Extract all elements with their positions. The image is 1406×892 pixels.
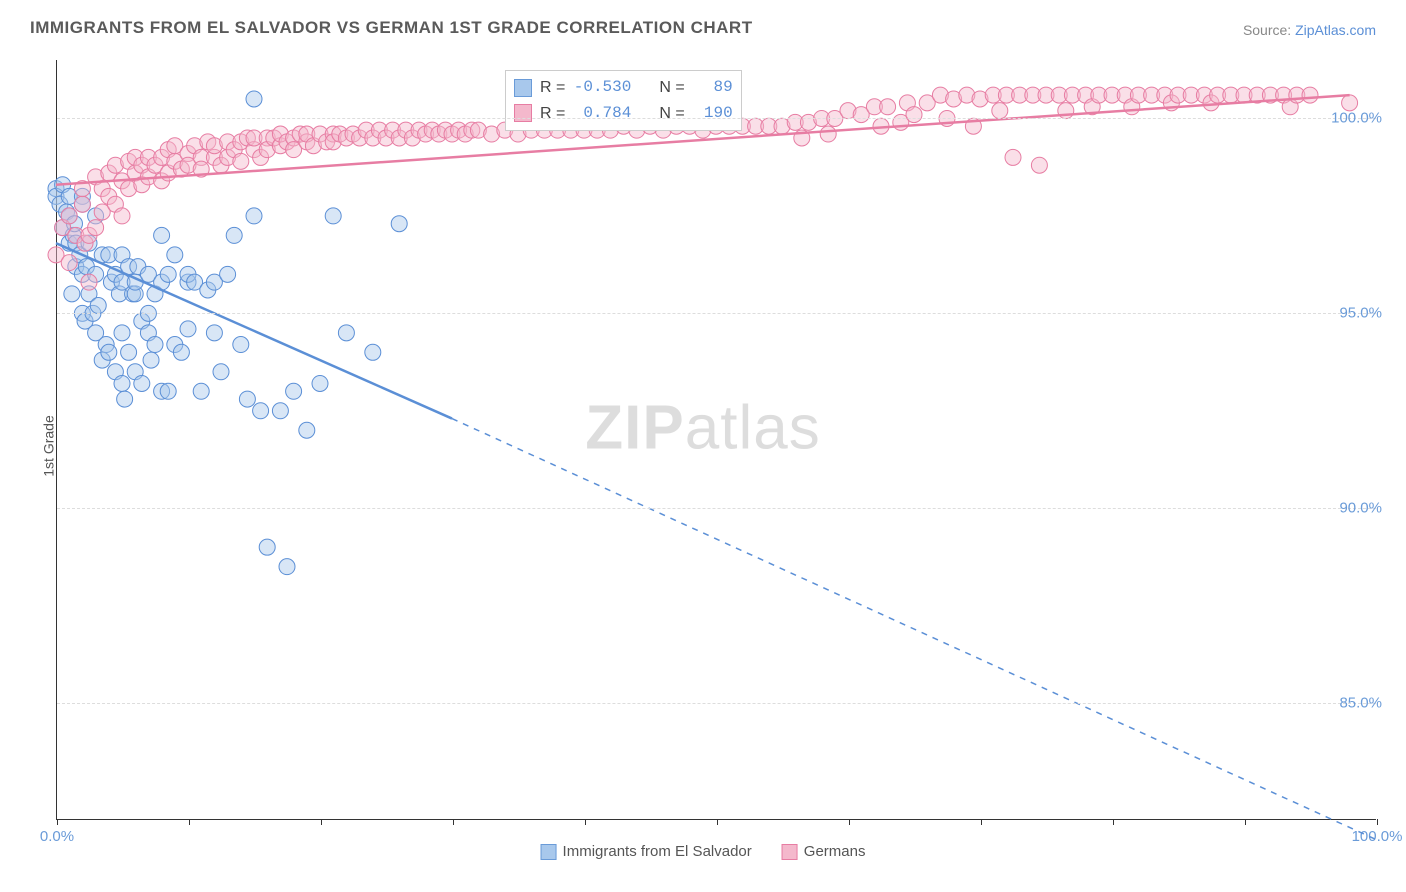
source-link[interactable]: ZipAtlas.com (1295, 22, 1376, 38)
legend-stat-row: R = 0.784 N = 190 (514, 101, 733, 127)
r-value: 0.784 (573, 101, 631, 127)
data-point (167, 247, 183, 263)
data-point (61, 255, 77, 271)
data-point (253, 403, 269, 419)
data-point (114, 208, 130, 224)
data-point (279, 559, 295, 575)
data-point (213, 364, 229, 380)
data-point (134, 375, 150, 391)
data-point (61, 208, 77, 224)
data-point (325, 208, 341, 224)
data-point (246, 208, 262, 224)
data-point (64, 286, 80, 302)
data-point (220, 266, 236, 282)
data-point (338, 325, 354, 341)
y-tick-label: 90.0% (1339, 500, 1382, 517)
y-axis-label: 1st Grade (41, 415, 57, 476)
y-tick-label: 85.0% (1339, 695, 1382, 712)
source-label: Source: (1243, 22, 1295, 38)
gridline-h (57, 508, 1376, 509)
source-attribution: Source: ZipAtlas.com (1243, 22, 1376, 38)
data-point (1342, 95, 1358, 111)
r-label: R = (540, 75, 565, 101)
data-point (992, 103, 1008, 119)
data-point (820, 126, 836, 142)
data-point (272, 403, 288, 419)
data-point (90, 298, 106, 314)
data-point (173, 344, 189, 360)
data-point (81, 274, 97, 290)
data-point (180, 321, 196, 337)
data-point (239, 391, 255, 407)
data-point (1005, 149, 1021, 165)
data-point (312, 375, 328, 391)
data-point (114, 325, 130, 341)
x-tick (1377, 819, 1378, 825)
data-point (233, 337, 249, 353)
data-point (193, 383, 209, 399)
data-point (365, 344, 381, 360)
x-tick-label: 0.0% (40, 828, 74, 845)
data-point (206, 325, 222, 341)
data-point (114, 375, 130, 391)
data-point (299, 422, 315, 438)
data-point (101, 344, 117, 360)
n-value: 89 (693, 75, 733, 101)
chart-title: IMMIGRANTS FROM EL SALVADOR VS GERMAN 1S… (30, 18, 753, 38)
data-point (160, 383, 176, 399)
legend-swatch (514, 79, 532, 97)
data-point (880, 99, 896, 115)
gridline-h (57, 118, 1376, 119)
data-point (121, 344, 137, 360)
data-point (226, 227, 242, 243)
n-label: N = (659, 75, 684, 101)
scatter-plot-svg (56, 60, 1376, 820)
trendline-dashed (452, 419, 1376, 840)
legend-stat-row: R = -0.530 N = 89 (514, 75, 733, 101)
data-point (74, 196, 90, 212)
data-point (154, 227, 170, 243)
data-point (233, 153, 249, 169)
data-point (88, 220, 104, 236)
r-value: -0.530 (573, 75, 631, 101)
legend-swatch (782, 844, 798, 860)
gridline-h (57, 703, 1376, 704)
data-point (906, 107, 922, 123)
legend-label: Germans (804, 843, 866, 860)
data-point (117, 391, 133, 407)
gridline-h (57, 313, 1376, 314)
data-point (147, 337, 163, 353)
n-value: 190 (693, 101, 733, 127)
data-point (143, 352, 159, 368)
data-point (1031, 157, 1047, 173)
y-tick-label: 100.0% (1331, 110, 1382, 127)
data-point (391, 216, 407, 232)
x-tick-label: 100.0% (1352, 828, 1403, 845)
data-point (160, 266, 176, 282)
y-tick-label: 95.0% (1339, 305, 1382, 322)
n-label: N = (659, 101, 684, 127)
data-point (246, 91, 262, 107)
data-point (286, 383, 302, 399)
data-point (1302, 87, 1318, 103)
legend-swatch (514, 104, 532, 122)
legend-label: Immigrants from El Salvador (563, 843, 752, 860)
series-legend: Immigrants from El Salvador Germans (541, 843, 866, 860)
legend-item: Germans (782, 843, 866, 860)
legend-item: Immigrants from El Salvador (541, 843, 752, 860)
data-point (259, 539, 275, 555)
stats-legend: R = -0.530 N = 89 R = 0.784 N = 190 (505, 70, 742, 131)
r-label: R = (540, 101, 565, 127)
legend-swatch (541, 844, 557, 860)
